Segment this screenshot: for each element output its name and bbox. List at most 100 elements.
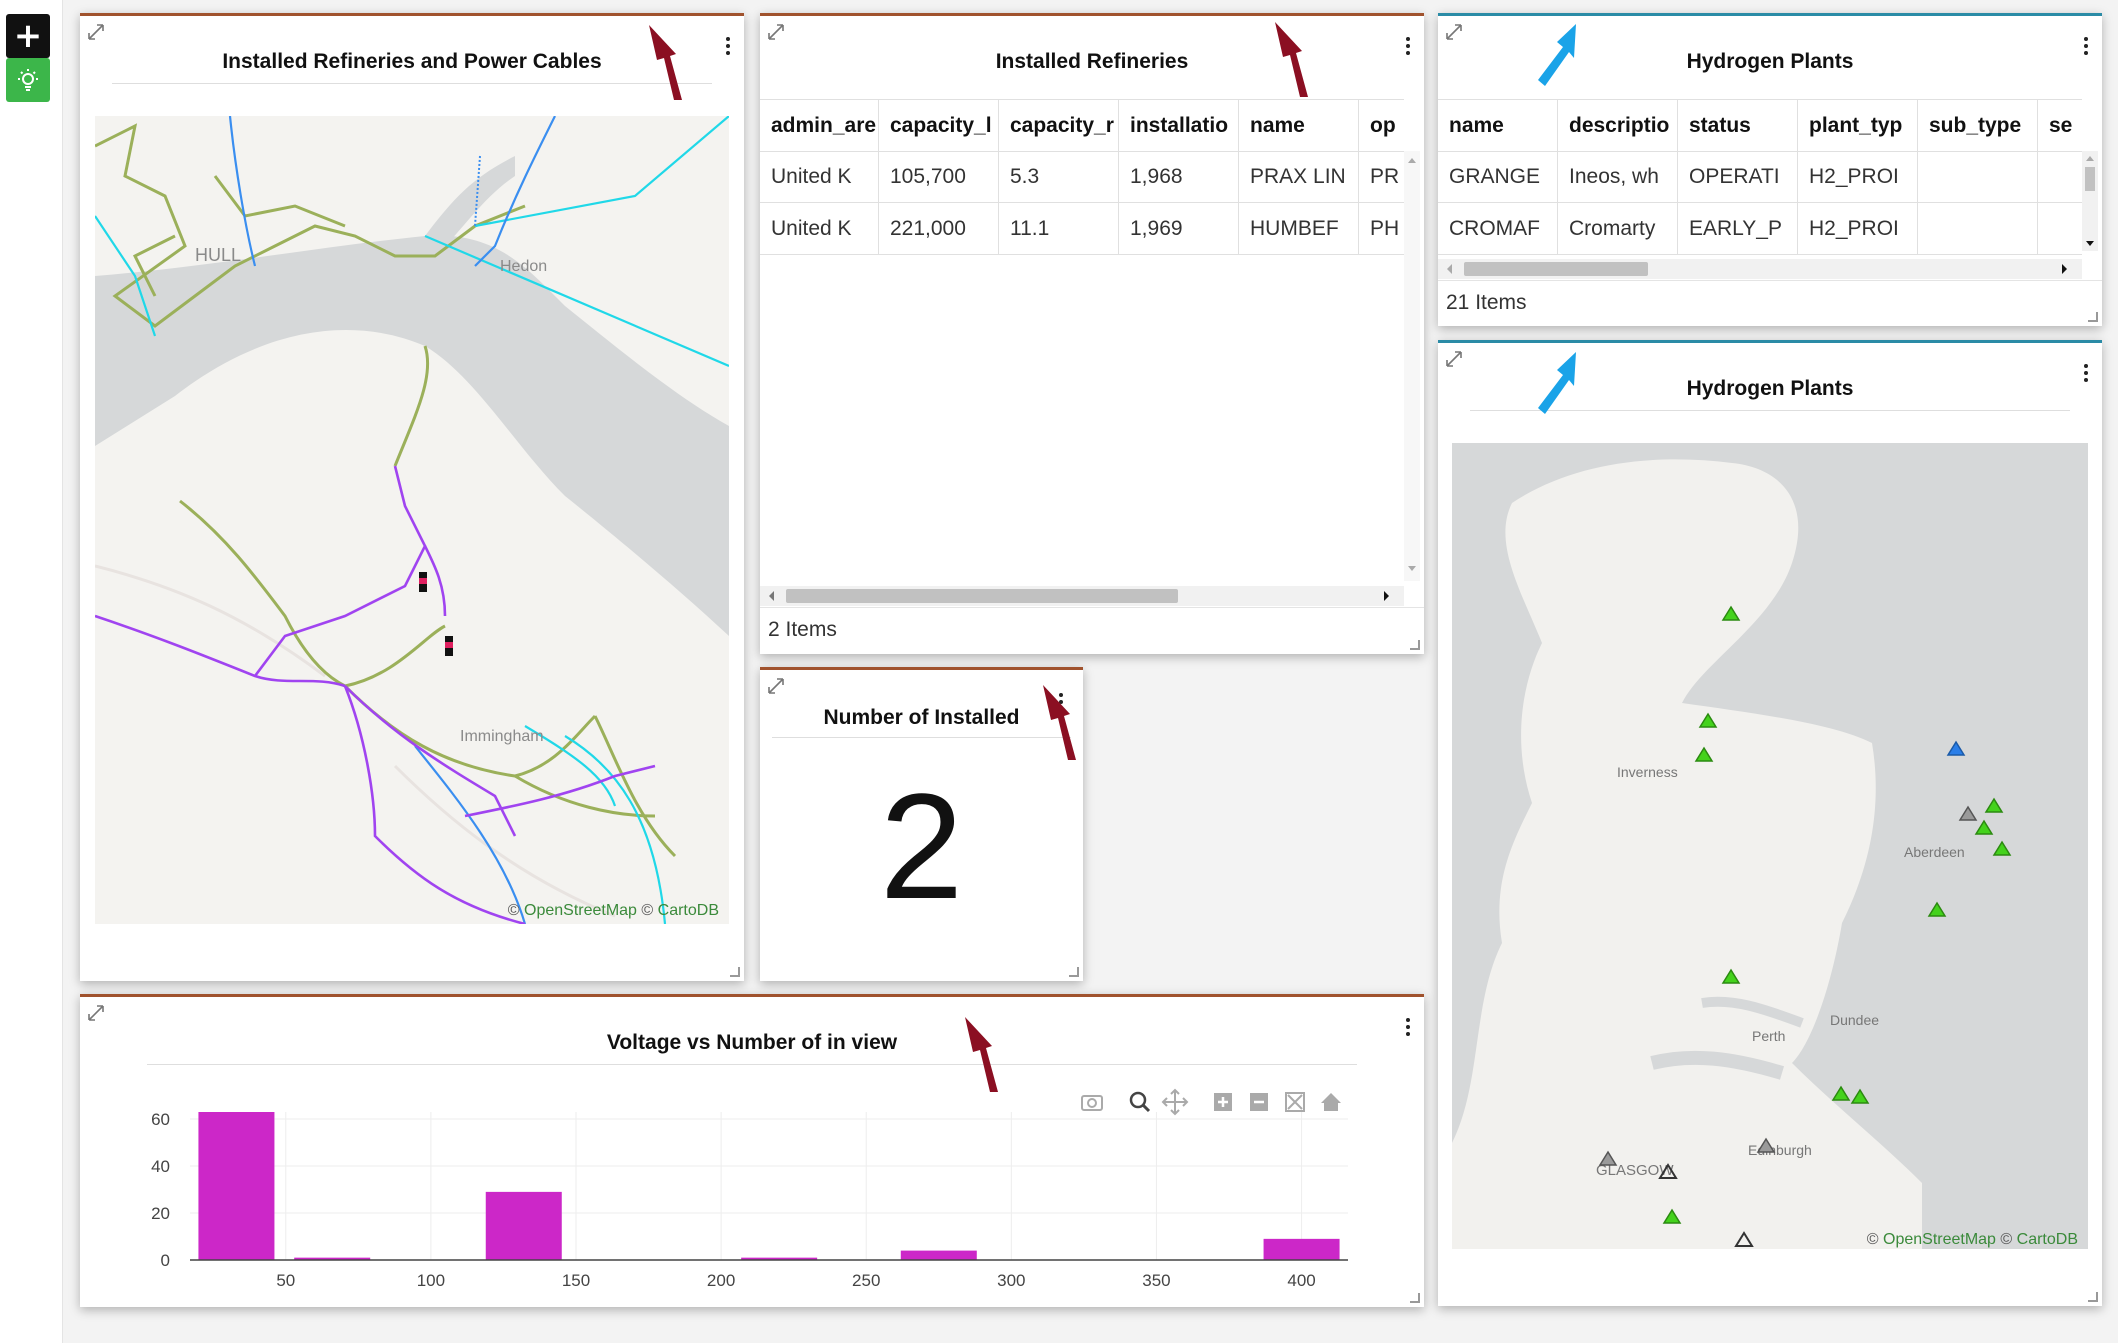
- hydrogen-table-panel: Hydrogen Plants name descriptio status p…: [1438, 13, 2102, 326]
- horizontal-scrollbar[interactable]: [760, 586, 1404, 606]
- table-row[interactable]: GRANGE Ineos, wh OPERATI H2_PROI: [1438, 151, 2082, 203]
- table-row[interactable]: United K 105,700 5.3 1,968 PRAX LIN PR: [760, 151, 1404, 203]
- hydrogen-map[interactable]: Inverness Aberdeen Dundee Perth Edinburg…: [1452, 443, 2088, 1249]
- table-header-row: name descriptio status plant_typ sub_typ…: [1438, 99, 2082, 152]
- kpi-panel: Number of Installed 2: [760, 667, 1083, 981]
- table-cell: [1918, 151, 2038, 202]
- map-label-hedon: Hedon: [500, 258, 547, 275]
- camera-icon[interactable]: [1081, 1095, 1103, 1111]
- panel-title: Hydrogen Plants: [1686, 377, 1854, 400]
- column-header[interactable]: capacity_r: [999, 100, 1119, 151]
- table-cell: Cromarty: [1558, 203, 1678, 254]
- map-attribution: © OpenStreetMap © CartoDB: [1866, 1231, 2078, 1248]
- annotation-arrow-icon: [965, 1017, 998, 1092]
- column-header[interactable]: op: [1370, 114, 1396, 137]
- x-tick-label: 150: [562, 1271, 590, 1290]
- table-cell: United K: [760, 203, 879, 254]
- annotation-arrow-icon: [1538, 352, 1576, 414]
- panel-menu-icon[interactable]: [2082, 361, 2090, 387]
- zoom-icon[interactable]: [1129, 1091, 1151, 1113]
- bar: [1263, 1238, 1340, 1260]
- refineries-map[interactable]: HULL Hedon Immingham © OpenStreetMap © C…: [95, 116, 729, 924]
- refineries-table: admin_are capacity_l capacity_r installa…: [760, 99, 1404, 599]
- table-cell: 5.3: [999, 151, 1119, 202]
- x-tick-label: 100: [417, 1271, 445, 1290]
- table-cell: [2038, 151, 2082, 202]
- x-tick-label: 50: [276, 1271, 295, 1290]
- osm-link[interactable]: OpenStreetMap: [524, 902, 637, 919]
- carto-link[interactable]: CartoDB: [657, 902, 719, 919]
- vertical-scrollbar[interactable]: [1404, 151, 1420, 581]
- resize-handle[interactable]: [1069, 967, 1079, 977]
- bar-chart[interactable]: 50 100 150 200 250 300 350 400 0 20 40 60: [80, 997, 1424, 1307]
- home-icon[interactable]: [1321, 1093, 1341, 1111]
- column-header[interactable]: admin_are: [760, 100, 879, 151]
- column-header[interactable]: se: [2049, 114, 2073, 137]
- map-label-perth: Perth: [1752, 1028, 1785, 1044]
- theme-toggle-button[interactable]: [6, 58, 50, 102]
- horizontal-scrollbar[interactable]: [1438, 259, 2082, 279]
- panel-menu-icon[interactable]: [724, 34, 732, 60]
- table-cell: United K: [760, 151, 879, 202]
- resize-handle[interactable]: [2088, 1292, 2098, 1302]
- x-tick-label: 350: [1142, 1271, 1170, 1290]
- vertical-scrollbar[interactable]: [2082, 151, 2098, 251]
- osm-link[interactable]: OpenStreetMap: [1883, 1231, 1996, 1248]
- pan-icon[interactable]: [1161, 1088, 1189, 1116]
- x-tick-label: 250: [852, 1271, 880, 1290]
- column-header[interactable]: installatio: [1119, 100, 1239, 151]
- expand-icon[interactable]: [1444, 349, 1464, 369]
- table-cell: H2_PROI: [1798, 151, 1918, 202]
- expand-icon[interactable]: [766, 676, 786, 696]
- carto-link[interactable]: CartoDB: [2016, 1231, 2078, 1248]
- zoom-in-icon[interactable]: [1214, 1093, 1232, 1111]
- resize-handle[interactable]: [2088, 312, 2098, 322]
- bar: [900, 1250, 977, 1260]
- table-cell: OPERATI: [1678, 151, 1798, 202]
- table-cell: GRANGE: [1438, 151, 1558, 202]
- expand-icon[interactable]: [86, 22, 106, 42]
- resize-handle[interactable]: [730, 967, 740, 977]
- expand-icon[interactable]: [86, 1003, 106, 1023]
- add-widget-button[interactable]: +: [6, 14, 50, 58]
- column-header[interactable]: plant_typ: [1798, 100, 1918, 151]
- y-tick-label: 0: [161, 1251, 170, 1270]
- item-count: 21 Items: [1438, 280, 2102, 325]
- column-header[interactable]: status: [1678, 100, 1798, 151]
- panel-menu-icon[interactable]: [2082, 34, 2090, 60]
- table-row[interactable]: United K 221,000 11.1 1,969 HUMBEF PH: [760, 203, 1404, 255]
- map-label-glasgow: GLASGOW: [1596, 1162, 1674, 1179]
- panel-menu-icon[interactable]: [1404, 34, 1412, 60]
- column-header[interactable]: capacity_l: [879, 100, 999, 151]
- column-header[interactable]: descriptio: [1558, 100, 1678, 151]
- table-cell: EARLY_P: [1678, 203, 1798, 254]
- title-divider: [112, 83, 712, 84]
- voltage-chart-panel: Voltage vs Number of in view 50 100 150 200…: [80, 994, 1424, 1307]
- autoscale-icon[interactable]: [1285, 1092, 1305, 1112]
- resize-handle[interactable]: [1410, 640, 1420, 650]
- refineries-map-panel: Installed Refineries and Power Cables: [80, 13, 744, 981]
- table-row[interactable]: CROMAF Cromarty EARLY_P H2_PROI: [1438, 203, 2082, 255]
- column-header[interactable]: name: [1438, 100, 1558, 151]
- refineries-table-panel: Installed Refineries admin_are capacity_…: [760, 13, 1424, 654]
- plus-icon: +: [13, 16, 43, 56]
- table-cell: 1,969: [1119, 203, 1239, 254]
- map-label-edinburgh: Edinburgh: [1748, 1142, 1812, 1158]
- zoom-out-icon[interactable]: [1250, 1093, 1268, 1111]
- column-header[interactable]: name: [1239, 100, 1359, 151]
- table-cell: 11.1: [999, 203, 1119, 254]
- lightbulb-icon: [18, 69, 38, 91]
- x-tick-label: 300: [997, 1271, 1025, 1290]
- bar: [741, 1257, 818, 1260]
- annotation-arrow-icon: [1275, 22, 1308, 97]
- table-cell: HUMBEF: [1239, 203, 1359, 254]
- panel-title: Installed Refineries: [995, 50, 1189, 73]
- table-cell: 105,700: [879, 151, 999, 202]
- expand-icon[interactable]: [766, 22, 786, 42]
- column-header[interactable]: sub_type: [1918, 100, 2038, 151]
- table-cell: [1918, 203, 2038, 254]
- panel-menu-icon[interactable]: [1404, 1015, 1412, 1041]
- resize-handle[interactable]: [1410, 1293, 1420, 1303]
- map-label-inverness: Inverness: [1617, 764, 1678, 780]
- expand-icon[interactable]: [1444, 22, 1464, 42]
